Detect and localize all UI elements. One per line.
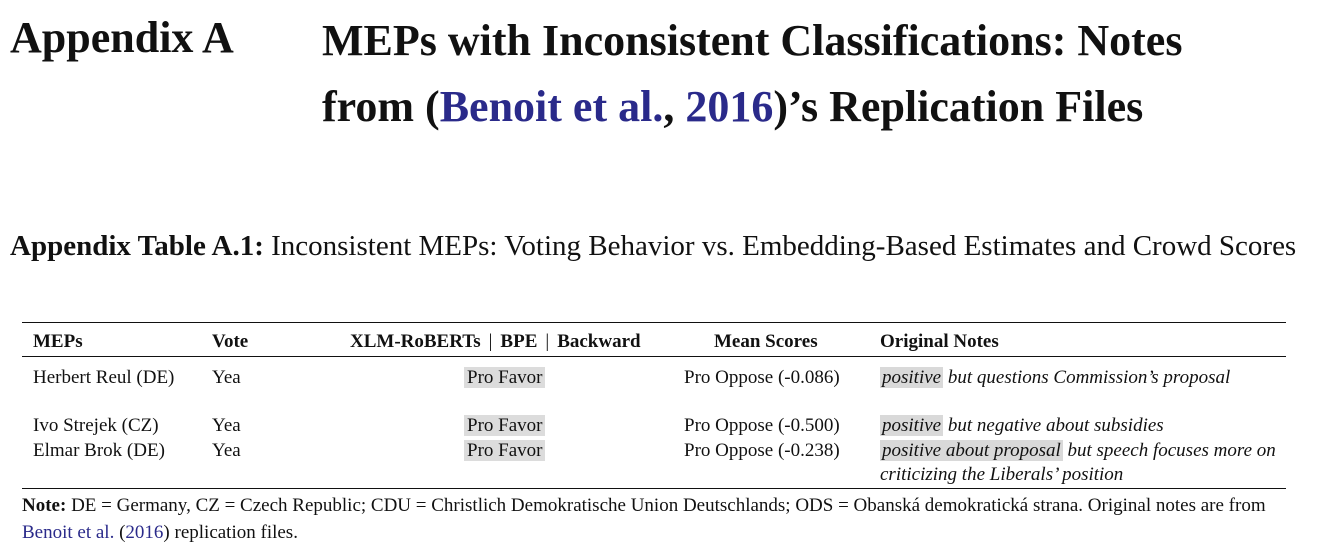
table-cell-estimate: Pro Favor xyxy=(464,366,546,390)
column-header-estimates: XLM-RoBERTs | BPE | Backward xyxy=(350,330,641,354)
appendix-title-line1: MEPs with Inconsistent Classifications: … xyxy=(322,16,1183,65)
header-separator: | xyxy=(488,331,493,352)
note-citation-year-link[interactable]: 2016 xyxy=(125,522,164,543)
column-header-backward: Backward xyxy=(557,331,641,352)
note-body: DE = Germany, CZ = Czech Republic; CDU =… xyxy=(66,495,1266,516)
table-note: Note: DE = Germany, CZ = Czech Republic;… xyxy=(22,492,1302,546)
note-text: but questions Commission’s proposal xyxy=(943,367,1231,388)
appendix-title-prefix: from ( xyxy=(322,82,440,131)
estimate-badge: Pro Favor xyxy=(464,367,546,388)
note-highlight: positive xyxy=(880,415,944,436)
table-cell-estimate: Pro Favor xyxy=(464,439,546,463)
table-cell-mep: Ivo Strejek (CZ) xyxy=(33,415,159,436)
column-header-mean-scores: Mean Scores xyxy=(714,331,818,352)
note-label: Note: xyxy=(22,495,67,516)
table-cell-vote: Yea xyxy=(212,440,241,461)
column-header-bpe: BPE xyxy=(500,331,538,352)
note-highlight: positive about proposal xyxy=(880,440,1063,461)
note-text: but negative about subsidies xyxy=(943,415,1164,436)
appendix-label: Appendix A xyxy=(10,13,234,62)
citation-author-link[interactable]: Benoit et al. xyxy=(439,82,664,131)
appendix-title-suffix: )’s Replication Files xyxy=(773,82,1144,131)
table-cell-estimate: Pro Favor xyxy=(464,414,546,438)
note-highlight: positive xyxy=(880,367,944,388)
note-text: but speech focuses more on criticizing t… xyxy=(880,440,1276,485)
table-cell-mep: Herbert Reul (DE) xyxy=(33,367,175,388)
table-top-rule xyxy=(22,322,1286,323)
table-caption-text: Inconsistent MEPs: Voting Behavior vs. E… xyxy=(263,230,1297,262)
column-header-vote: Vote xyxy=(212,331,249,352)
table-cell-vote: Yea xyxy=(212,415,241,436)
citation-comma: , xyxy=(663,82,686,131)
note-cite-open: ( xyxy=(114,522,126,543)
note-citation-author-link[interactable]: Benoit et al. xyxy=(22,522,115,543)
column-header-xlm: XLM-RoBERTs xyxy=(350,331,481,352)
header-separator: | xyxy=(545,331,550,352)
table-caption-label: Appendix Table A.1: xyxy=(10,230,264,262)
column-header-meps: MEPs xyxy=(33,331,83,352)
table-cell-note: positive but negative about subsidies xyxy=(880,414,1280,438)
table-cell-vote: Yea xyxy=(212,367,241,388)
table-cell-mep: Elmar Brok (DE) xyxy=(33,440,165,461)
table-cell-mean-score: Pro Oppose (-0.500) xyxy=(684,415,840,436)
table-cell-mean-score: Pro Oppose (-0.086) xyxy=(684,367,840,388)
table-header-rule xyxy=(22,356,1286,357)
note-cite-close: ) replication files. xyxy=(163,522,298,543)
table-bottom-rule xyxy=(22,488,1286,489)
appendix-title: MEPs with Inconsistent Classifications: … xyxy=(322,8,1182,140)
table-cell-note: positive about proposal but speech focus… xyxy=(880,439,1280,487)
table-cell-note: positive but questions Commission’s prop… xyxy=(880,366,1280,390)
column-header-original-notes: Original Notes xyxy=(880,331,999,352)
table-caption: Appendix Table A.1: Inconsistent MEPs: V… xyxy=(10,228,1320,264)
table-cell-mean-score: Pro Oppose (-0.238) xyxy=(684,440,840,461)
citation-year-link[interactable]: 2016 xyxy=(685,82,774,131)
estimate-badge: Pro Favor xyxy=(464,440,546,461)
estimate-badge: Pro Favor xyxy=(464,415,546,436)
